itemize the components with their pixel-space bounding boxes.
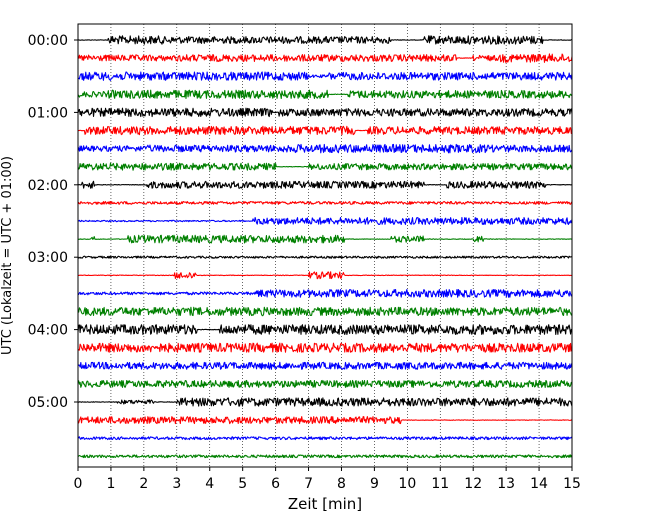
y-axis: 00:00 01:00 02:00 03:00 04:00 05:00 bbox=[28, 33, 78, 411]
x-tick-label: 12 bbox=[464, 476, 482, 492]
trace-line bbox=[77, 436, 573, 441]
trace-line bbox=[77, 361, 573, 370]
y-tick-label: 00:00 bbox=[28, 33, 68, 49]
x-tick-label: 2 bbox=[139, 476, 148, 492]
trace-21 bbox=[77, 397, 573, 407]
trace-14 bbox=[77, 271, 573, 280]
trace-line bbox=[77, 35, 573, 45]
trace-23 bbox=[77, 436, 573, 441]
trace-line bbox=[77, 107, 573, 118]
x-tick-label: 15 bbox=[563, 476, 581, 492]
trace-line bbox=[77, 289, 573, 298]
trace-20 bbox=[77, 379, 573, 388]
y-tick-label: 04:00 bbox=[28, 323, 68, 339]
trace-line bbox=[77, 125, 573, 136]
trace-24 bbox=[77, 454, 573, 459]
x-axis-label: Zeit [min] bbox=[288, 495, 362, 513]
trace-3 bbox=[77, 71, 573, 81]
trace-6 bbox=[77, 125, 573, 136]
trace-layer bbox=[77, 35, 573, 459]
trace-1 bbox=[77, 35, 573, 45]
x-tick-label: 0 bbox=[74, 476, 83, 492]
plot-frame bbox=[77, 23, 573, 468]
trace-13 bbox=[77, 255, 573, 259]
y-tick-label: 02:00 bbox=[28, 178, 68, 194]
trace-5 bbox=[77, 107, 573, 118]
trace-line bbox=[77, 397, 573, 407]
trace-line bbox=[77, 379, 573, 388]
x-tick-label: 5 bbox=[238, 476, 247, 492]
x-tick-label: 10 bbox=[398, 476, 416, 492]
x-tick-label: 8 bbox=[337, 476, 346, 492]
trace-4 bbox=[77, 89, 573, 100]
trace-9 bbox=[77, 180, 573, 189]
trace-line bbox=[77, 162, 573, 171]
trace-11 bbox=[77, 216, 573, 226]
x-tick-label: 11 bbox=[431, 476, 449, 492]
x-tick-label: 13 bbox=[497, 476, 515, 492]
trace-8 bbox=[77, 162, 573, 171]
x-tick-label: 14 bbox=[530, 476, 548, 492]
trace-line bbox=[77, 89, 573, 100]
trace-line bbox=[77, 454, 573, 459]
x-tick-label: 6 bbox=[271, 476, 280, 492]
trace-line bbox=[77, 255, 573, 259]
x-tick-label: 3 bbox=[172, 476, 181, 492]
trace-line bbox=[77, 324, 573, 336]
trace-12 bbox=[77, 234, 573, 244]
trace-line bbox=[77, 216, 573, 226]
trace-line bbox=[77, 143, 573, 154]
x-tick-label: 4 bbox=[205, 476, 214, 492]
y-tick-label: 03:00 bbox=[28, 250, 68, 266]
trace-line bbox=[77, 416, 573, 425]
x-tick-label: 9 bbox=[370, 476, 379, 492]
grid-lines bbox=[110, 24, 540, 467]
trace-line bbox=[77, 306, 573, 317]
trace-15 bbox=[77, 289, 573, 298]
trace-line bbox=[77, 71, 573, 81]
trace-18 bbox=[77, 342, 573, 353]
trace-22 bbox=[77, 416, 573, 425]
y-tick-label: 05:00 bbox=[28, 395, 68, 411]
trace-line bbox=[77, 200, 573, 205]
x-axis: 0 1 2 3 4 5 6 7 8 9 10 11 12 13 14 15 bbox=[74, 467, 581, 492]
trace-10 bbox=[77, 200, 573, 205]
trace-17 bbox=[77, 324, 573, 336]
trace-line bbox=[77, 342, 573, 353]
x-tick-label: 7 bbox=[304, 476, 313, 492]
trace-19 bbox=[77, 361, 573, 370]
trace-line bbox=[77, 271, 573, 280]
y-axis-label: UTC (Lokalzeit = UTC + 01:00) bbox=[0, 156, 15, 355]
trace-7 bbox=[77, 143, 573, 154]
trace-16 bbox=[77, 306, 573, 317]
x-tick-label: 1 bbox=[106, 476, 115, 492]
trace-line bbox=[77, 53, 573, 63]
trace-line bbox=[77, 180, 573, 189]
trace-2 bbox=[77, 53, 573, 63]
trace-line bbox=[77, 234, 573, 244]
y-tick-label: 01:00 bbox=[28, 105, 68, 121]
